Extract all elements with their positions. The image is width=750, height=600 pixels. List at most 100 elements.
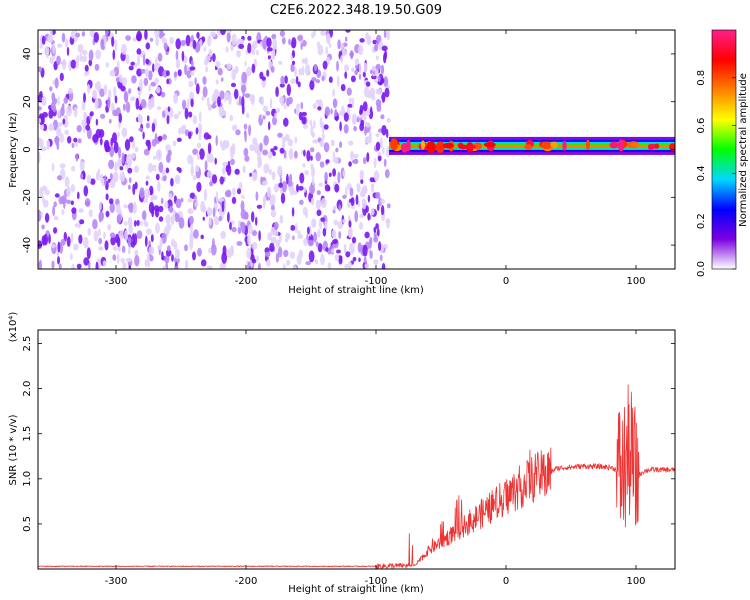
- spectrogram-noise-blob: [375, 223, 379, 230]
- spectrogram-noise-blob: [269, 97, 273, 110]
- spectrogram-noise-blob: [77, 138, 82, 144]
- spectrogram-noise-blob: [199, 111, 202, 123]
- spectrogram-noise-blob: [112, 171, 119, 183]
- spectrogram-noise-blob: [284, 237, 289, 243]
- spectrogram-noise-blob: [112, 109, 119, 117]
- spectrogram-noise-blob: [50, 243, 56, 249]
- spectrogram-noise-blob: [320, 217, 326, 222]
- spectrogram-noise-blob: [44, 189, 50, 196]
- spectrogram-noise-blob: [104, 240, 109, 251]
- spectrogram-noise-blob: [277, 246, 283, 258]
- spectrogram-noise-blob: [271, 48, 276, 61]
- spectrogram-noise-blob: [176, 137, 182, 142]
- spectrogram-noise-blob: [375, 88, 382, 95]
- spectrogram-noise-blob: [54, 136, 60, 144]
- spectrogram-noise-blob: [364, 231, 370, 239]
- carrier-hot-spot: [406, 139, 411, 152]
- spectrogram-noise-blob: [154, 77, 159, 85]
- spectrogram-noise-blob: [185, 259, 189, 269]
- carrier-hot-spot: [442, 142, 454, 149]
- spectrogram-noise-blob: [108, 159, 115, 170]
- spectrogram-noise-blob: [86, 247, 91, 260]
- spectrogram-noise-blob: [370, 207, 375, 216]
- spectrogram-noise-blob: [38, 106, 42, 111]
- spectrogram-noise-blob: [145, 42, 151, 50]
- spectrogram-noise-blob: [322, 227, 327, 237]
- spectrogram-noise-blob: [267, 186, 272, 198]
- colorbar: 0.0 0.2 0.4 0.6 0.8 Normalized spectral ampl…: [696, 29, 749, 277]
- spectrogram-noise-blob: [70, 253, 73, 260]
- spectrogram-noise-blob: [119, 77, 124, 83]
- spectrogram-noise-blob: [268, 151, 273, 160]
- spectrogram-noise-blob: [313, 63, 318, 72]
- spectrogram-noise-blob: [180, 197, 184, 203]
- spectrogram-noise-blob: [178, 167, 182, 173]
- spectrogram-noise-blob: [355, 64, 359, 70]
- spectrogram-noise-blob: [212, 207, 216, 218]
- spectrogram-noise-blob: [305, 64, 311, 76]
- spectrogram-noise-blob: [331, 229, 337, 239]
- spectrogram-noise-blob: [87, 84, 91, 94]
- snr-series-line: [38, 384, 675, 569]
- spectrogram-noise-blob: [244, 60, 247, 67]
- spectrogram-noise-blob: [277, 132, 283, 138]
- carrier-hot-spot: [483, 142, 496, 148]
- spectrogram-noise-blob: [162, 134, 168, 140]
- y-tick-label: -20: [22, 189, 33, 205]
- spectrogram-noise-blob: [381, 147, 385, 155]
- spectrogram-noise-blob: [270, 204, 275, 211]
- spectrogram-noise-blob: [196, 153, 201, 160]
- spectrogram-noise-blob: [44, 212, 50, 223]
- spectrogram-noise-blob: [139, 187, 145, 199]
- spectrogram-noise-blob: [166, 223, 172, 232]
- spectrogram-noise-blob: [267, 232, 273, 241]
- spectrogram-noise-blob: [173, 92, 178, 104]
- spectrogram-noise-blob: [286, 259, 291, 266]
- spectrogram-noise-blob: [104, 174, 107, 187]
- spectrogram-noise-blob: [247, 35, 252, 41]
- spectrogram-noise-blob: [54, 77, 59, 89]
- spectrogram-noise-blob: [56, 43, 63, 48]
- spectrogram-noise-blob: [97, 168, 101, 178]
- spectrogram-noise-blob: [348, 228, 353, 238]
- spectrogram-noise-blob: [286, 83, 291, 96]
- spectrogram-noise-blob: [225, 140, 230, 149]
- spectrogram-noise-blob: [219, 262, 224, 269]
- spectrogram-noise-blob: [143, 197, 148, 204]
- spectrogram-noise-blob: [81, 55, 88, 63]
- spectrogram-noise-blob: [46, 139, 51, 150]
- spectrogram-noise-blob: [267, 55, 271, 60]
- spectrogram-noise-blob: [161, 37, 167, 45]
- spectrogram-noise-blob: [143, 148, 150, 156]
- spectrogram-noise-blob: [53, 216, 59, 221]
- spectrogram-noise-blob: [59, 132, 64, 144]
- spectrogram-noise-blob: [349, 242, 355, 255]
- spectrogram-noise-blob: [184, 244, 188, 252]
- spectrogram-noise-blob: [355, 194, 359, 205]
- spectrogram-noise-blob: [367, 194, 371, 203]
- spectrogram-noise-blob: [142, 54, 146, 66]
- spectrogram-noise-blob: [257, 262, 261, 269]
- spectrogram-noise-blob: [145, 180, 149, 186]
- spectrogram-noise-blob: [207, 142, 212, 155]
- spectrogram-noise-blob: [346, 87, 352, 96]
- spectrogram-noise-blob: [163, 42, 168, 51]
- spectrogram-noise-blob: [103, 84, 108, 95]
- spectrogram-noise-blob: [354, 210, 359, 223]
- spectrogram-noise-blob: [291, 207, 295, 217]
- spectrogram-noise-blob: [184, 107, 189, 120]
- spectrogram-noise-blob: [211, 104, 217, 109]
- spectrogram-noise-blob: [246, 66, 252, 77]
- carrier-hot-spot: [562, 140, 567, 151]
- carrier-hot-spot: [630, 142, 639, 148]
- spectrogram-noise-blob: [269, 200, 273, 206]
- spectrogram-noise-blob: [237, 226, 242, 235]
- spectrogram-noise-blob: [310, 155, 313, 161]
- spectrogram-noise-blob: [188, 215, 194, 225]
- spectrogram-noise-blob: [288, 38, 291, 46]
- spectrogram-noise-blob: [263, 135, 269, 146]
- spectrogram-noise-blob: [351, 67, 355, 73]
- spectrogram-noise-blob: [42, 123, 48, 132]
- spectrogram-noise-blob: [155, 222, 160, 234]
- spectrogram-noise-blob: [299, 172, 305, 184]
